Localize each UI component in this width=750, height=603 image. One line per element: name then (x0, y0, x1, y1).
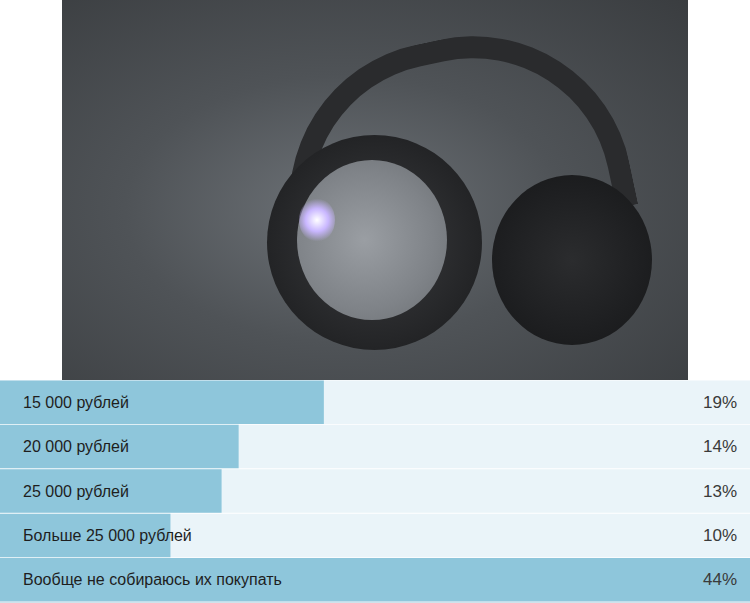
svg-text:Больше 25 000 рублей: Больше 25 000 рублей (23, 527, 192, 544)
svg-text:25 000 рублей: 25 000 рублей (23, 483, 129, 500)
svg-text:19%: 19% (703, 393, 737, 412)
svg-text:13%: 13% (703, 482, 737, 501)
svg-text:15 000 рублей: 15 000 рублей (23, 394, 129, 411)
svg-text:44%: 44% (703, 570, 737, 589)
svg-text:14%: 14% (703, 437, 737, 456)
svg-text:20 000 рублей: 20 000 рублей (23, 438, 129, 455)
svg-text:10%: 10% (703, 526, 737, 545)
svg-text:Вообще не собираюсь их покупат: Вообще не собираюсь их покупать (23, 571, 282, 588)
